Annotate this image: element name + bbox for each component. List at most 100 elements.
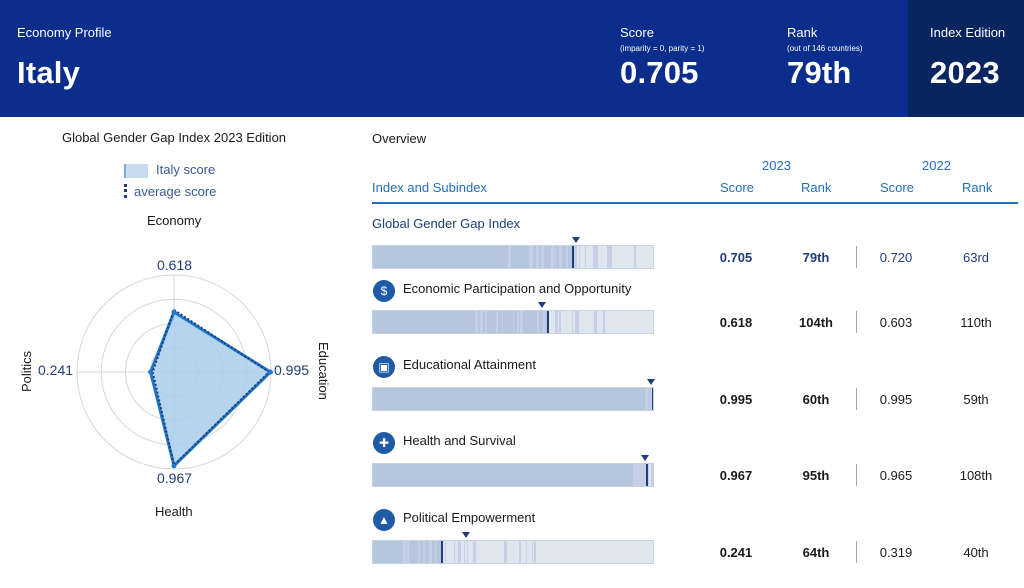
score-2022-health: 0.965: [879, 468, 913, 483]
legend-country-swatch: [124, 164, 148, 178]
distribution-tick: [473, 541, 477, 563]
legend-average-swatch: [124, 184, 127, 198]
country-score-marker: [547, 311, 550, 333]
score-2023-politics: 0.241: [719, 545, 753, 560]
year-separator: [856, 246, 857, 268]
radar-title-main: Global Gender Gap Index: [61, 130, 211, 145]
distribution-tick: [445, 541, 447, 563]
row-title-health: Health and Survival: [403, 433, 516, 448]
distribution-tick: [531, 246, 533, 268]
country-name: Italy: [17, 55, 81, 90]
score-bar-fill: [373, 464, 646, 486]
year-separator: [856, 311, 857, 333]
distribution-tick: [479, 311, 483, 333]
score-2023-education: 0.995: [719, 392, 753, 407]
distribution-tick: [534, 541, 537, 563]
distribution-tick: [603, 311, 606, 333]
rank-label: Rank: [787, 25, 818, 40]
radar-point-economy: [171, 309, 177, 315]
distribution-tick: [528, 246, 530, 268]
distribution-tick: [649, 388, 651, 410]
distribution-tick: [652, 464, 653, 486]
column-header-rank-prev: Rank: [962, 180, 993, 195]
distribution-tick: [513, 311, 515, 333]
distribution-tick: [559, 311, 562, 333]
distribution-tick: [504, 541, 507, 563]
distribution-tick: [608, 246, 611, 268]
distribution-tick: [517, 311, 519, 333]
distribution-tick: [531, 541, 533, 563]
score-2022-economic: 0.603: [879, 315, 913, 330]
distribution-tick: [501, 311, 503, 333]
profile-header: Economy Profile Italy Score (imparity = …: [0, 0, 1024, 117]
rank-2023-politics: 64th: [802, 545, 830, 560]
distribution-tick: [550, 246, 554, 268]
row-title-economic: Economic Participation and Opportunity: [403, 281, 632, 296]
distribution-tick: [576, 311, 580, 333]
distribution-tick: [537, 311, 540, 333]
radar-average-polygon: [151, 308, 271, 468]
country-score-marker: [652, 388, 653, 410]
score-value: 0.705: [620, 55, 699, 90]
row-title-education: Educational Attainment: [403, 357, 536, 372]
table-header-rule: [372, 202, 1018, 204]
score-bar-politics: [372, 540, 654, 564]
distribution-tick: [521, 311, 524, 333]
distribution-tick: [536, 246, 540, 268]
axis-value-health: 0.967: [157, 470, 193, 486]
rank-2022-health: 108th: [959, 468, 993, 483]
country-score-marker: [645, 464, 648, 486]
index-edition-value: 2023: [930, 55, 1000, 90]
axis-label-economy: Economy: [147, 213, 202, 228]
radar-point-health: [171, 463, 177, 469]
distribution-tick: [642, 464, 646, 486]
score-bar-fill: [373, 388, 653, 410]
axis-label-education: Education: [316, 342, 331, 400]
distribution-tick: [519, 541, 522, 563]
distribution-tick: [453, 541, 455, 563]
distribution-tick: [644, 388, 648, 410]
distribution-tick: [495, 311, 498, 333]
score-2022-education: 0.995: [879, 392, 913, 407]
distribution-tick: [406, 541, 409, 563]
distribution-tick: [633, 246, 636, 268]
score-2022-gggi: 0.720: [879, 250, 913, 265]
overview-label: Overview: [372, 131, 427, 146]
row-title-politics: Political Empowerment: [403, 510, 536, 525]
rank-2022-education: 59th: [963, 392, 989, 407]
distribution-tick: [554, 311, 556, 333]
distribution-tick: [573, 246, 577, 268]
economy-icon: $: [373, 280, 395, 302]
average-marker-icon: [572, 237, 581, 243]
distribution-tick: [541, 246, 545, 268]
rank-2023-economic: 104th: [799, 315, 833, 330]
distribution-tick: [648, 464, 650, 486]
distribution-tick: [650, 388, 652, 410]
distribution-tick: [566, 246, 569, 268]
distribution-tick: [637, 464, 641, 486]
rank-2023-education: 60th: [802, 392, 830, 407]
distribution-tick: [458, 541, 462, 563]
index-edition-box: [908, 0, 1024, 117]
distribution-tick: [642, 464, 644, 486]
radar-chart: [76, 274, 274, 470]
distribution-tick: [633, 464, 637, 486]
axis-label-politics: Politics: [19, 350, 34, 392]
axis-value-economy: 0.618: [157, 257, 193, 273]
rank-2023-gggi: 79th: [802, 250, 830, 265]
distribution-tick: [593, 311, 597, 333]
distribution-tick: [584, 246, 586, 268]
distribution-tick: [466, 541, 468, 563]
distribution-tick: [509, 246, 512, 268]
average-marker-icon: [647, 379, 655, 385]
distribution-tick: [485, 311, 488, 333]
distribution-tick: [579, 246, 581, 268]
distribution-tick: [559, 246, 561, 268]
score-2023-health: 0.967: [719, 468, 753, 483]
rank-2023-health: 95th: [802, 468, 830, 483]
year-separator: [856, 388, 857, 410]
score-bar-fill: [373, 246, 572, 268]
distribution-tick: [475, 311, 479, 333]
distribution-tick: [422, 541, 425, 563]
score-note: (imparity = 0, parity = 1): [620, 44, 705, 53]
